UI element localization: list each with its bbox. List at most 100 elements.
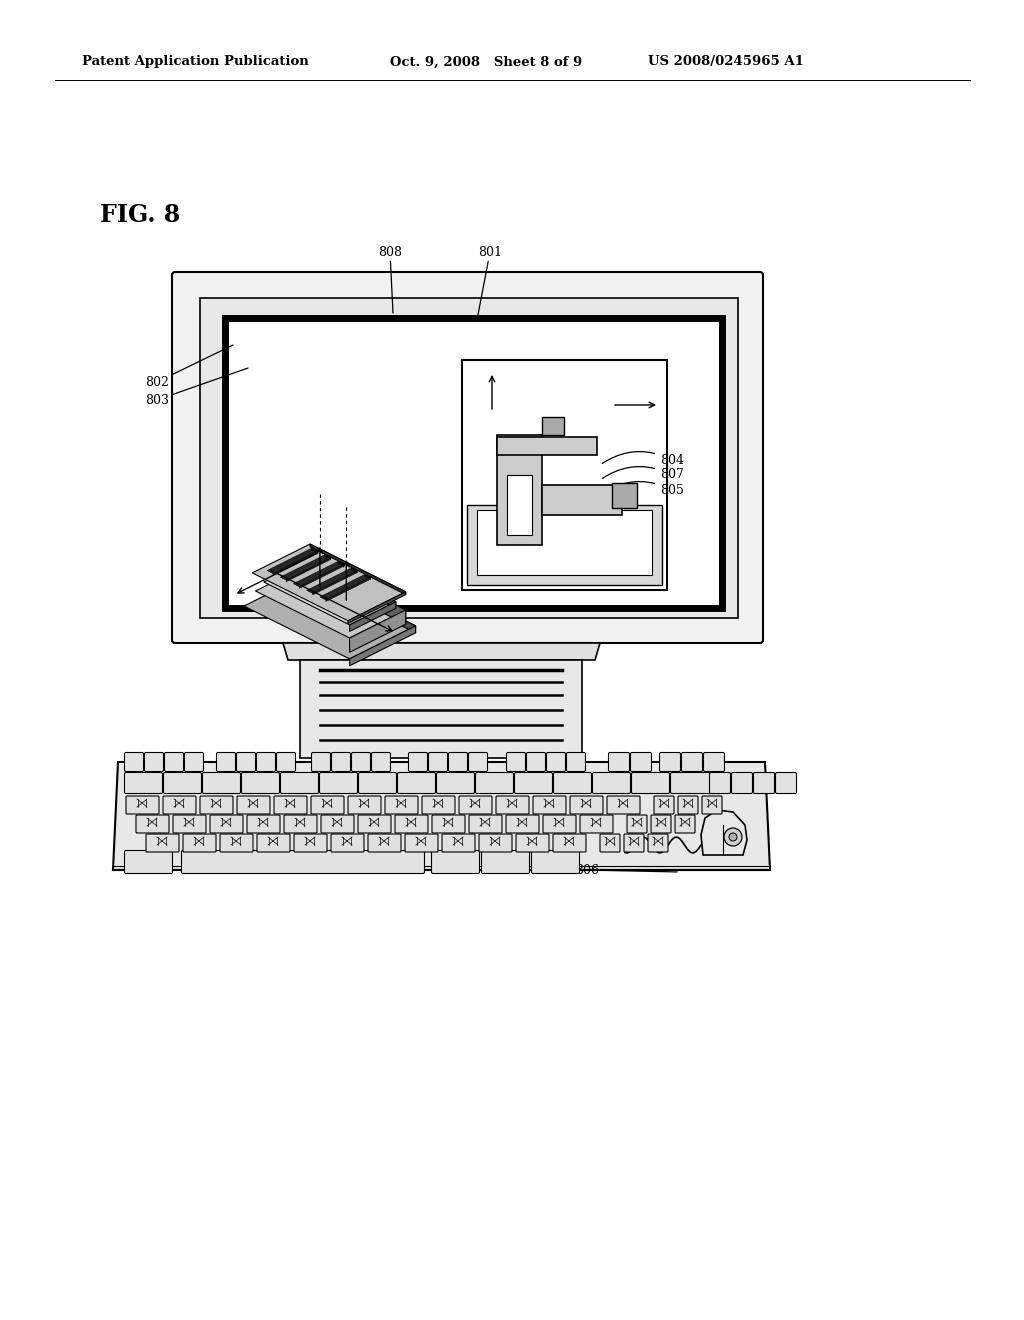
Bar <box>542 417 564 436</box>
Bar <box>542 484 622 515</box>
FancyBboxPatch shape <box>543 814 575 833</box>
Polygon shape <box>701 810 746 855</box>
FancyBboxPatch shape <box>397 772 435 793</box>
FancyBboxPatch shape <box>358 772 396 793</box>
Polygon shape <box>264 558 396 624</box>
FancyBboxPatch shape <box>372 752 390 771</box>
FancyBboxPatch shape <box>184 752 204 771</box>
Circle shape <box>724 828 742 846</box>
Bar <box>612 483 637 508</box>
Bar <box>497 437 597 455</box>
FancyBboxPatch shape <box>631 752 651 771</box>
FancyBboxPatch shape <box>242 772 280 793</box>
Polygon shape <box>256 562 406 638</box>
FancyBboxPatch shape <box>395 814 428 833</box>
Polygon shape <box>313 561 322 572</box>
FancyBboxPatch shape <box>256 752 275 771</box>
Text: 808: 808 <box>378 246 402 313</box>
FancyBboxPatch shape <box>181 850 425 874</box>
FancyBboxPatch shape <box>163 796 196 814</box>
FancyBboxPatch shape <box>172 272 763 643</box>
FancyBboxPatch shape <box>496 796 529 814</box>
Text: 805: 805 <box>602 482 684 496</box>
FancyBboxPatch shape <box>516 834 549 851</box>
Text: US 2008/0245965 A1: US 2008/0245965 A1 <box>648 55 804 69</box>
Polygon shape <box>270 553 386 611</box>
FancyBboxPatch shape <box>276 752 296 771</box>
Polygon shape <box>310 544 406 594</box>
FancyBboxPatch shape <box>648 834 668 851</box>
Polygon shape <box>349 610 406 652</box>
Polygon shape <box>327 581 361 598</box>
FancyBboxPatch shape <box>294 834 327 851</box>
FancyBboxPatch shape <box>554 772 592 793</box>
FancyBboxPatch shape <box>526 752 546 771</box>
Polygon shape <box>311 548 317 553</box>
FancyBboxPatch shape <box>481 850 529 874</box>
FancyBboxPatch shape <box>136 814 169 833</box>
FancyBboxPatch shape <box>385 796 418 814</box>
Polygon shape <box>310 573 416 632</box>
Polygon shape <box>326 578 371 602</box>
Bar <box>497 436 542 545</box>
Polygon shape <box>287 558 331 582</box>
FancyBboxPatch shape <box>775 772 797 793</box>
Polygon shape <box>281 554 331 579</box>
Polygon shape <box>113 762 770 870</box>
Polygon shape <box>340 574 348 585</box>
Polygon shape <box>312 572 357 595</box>
FancyBboxPatch shape <box>351 752 371 771</box>
Polygon shape <box>287 561 322 578</box>
FancyBboxPatch shape <box>475 772 513 793</box>
FancyBboxPatch shape <box>580 814 613 833</box>
FancyBboxPatch shape <box>710 772 730 793</box>
Polygon shape <box>273 552 317 576</box>
Polygon shape <box>365 574 371 579</box>
Text: Patent Application Publication: Patent Application Publication <box>82 55 309 69</box>
Polygon shape <box>351 568 357 573</box>
FancyBboxPatch shape <box>624 834 644 851</box>
FancyBboxPatch shape <box>422 796 455 814</box>
FancyBboxPatch shape <box>531 850 580 874</box>
FancyBboxPatch shape <box>654 796 674 814</box>
Polygon shape <box>310 558 396 609</box>
Text: 802: 802 <box>145 345 233 388</box>
FancyBboxPatch shape <box>449 752 468 771</box>
Polygon shape <box>313 574 348 591</box>
Bar <box>200 298 738 618</box>
FancyBboxPatch shape <box>237 752 256 771</box>
Text: Oct. 9, 2008   Sheet 8 of 9: Oct. 9, 2008 Sheet 8 of 9 <box>390 55 583 69</box>
Bar <box>225 318 722 609</box>
FancyBboxPatch shape <box>319 772 357 793</box>
FancyBboxPatch shape <box>514 772 553 793</box>
Text: FIG. 8: FIG. 8 <box>100 203 180 227</box>
FancyBboxPatch shape <box>210 814 243 833</box>
Polygon shape <box>294 561 344 586</box>
FancyBboxPatch shape <box>428 752 447 771</box>
FancyBboxPatch shape <box>593 772 631 793</box>
FancyBboxPatch shape <box>200 796 233 814</box>
Text: 801: 801 <box>477 246 502 319</box>
FancyBboxPatch shape <box>144 752 164 771</box>
FancyBboxPatch shape <box>125 850 172 874</box>
Polygon shape <box>349 602 396 631</box>
Polygon shape <box>308 572 335 591</box>
Polygon shape <box>327 568 335 578</box>
Polygon shape <box>307 568 357 593</box>
FancyBboxPatch shape <box>459 796 492 814</box>
FancyBboxPatch shape <box>125 752 143 771</box>
FancyBboxPatch shape <box>409 752 427 771</box>
Polygon shape <box>346 591 386 614</box>
FancyBboxPatch shape <box>682 752 702 771</box>
FancyBboxPatch shape <box>332 752 350 771</box>
FancyBboxPatch shape <box>311 796 344 814</box>
Polygon shape <box>349 626 416 665</box>
Bar <box>477 510 652 576</box>
Text: 804: 804 <box>602 451 684 466</box>
Polygon shape <box>283 643 600 660</box>
Polygon shape <box>335 585 361 605</box>
Polygon shape <box>353 581 361 591</box>
FancyBboxPatch shape <box>125 772 163 793</box>
FancyBboxPatch shape <box>237 796 270 814</box>
FancyBboxPatch shape <box>247 814 280 833</box>
